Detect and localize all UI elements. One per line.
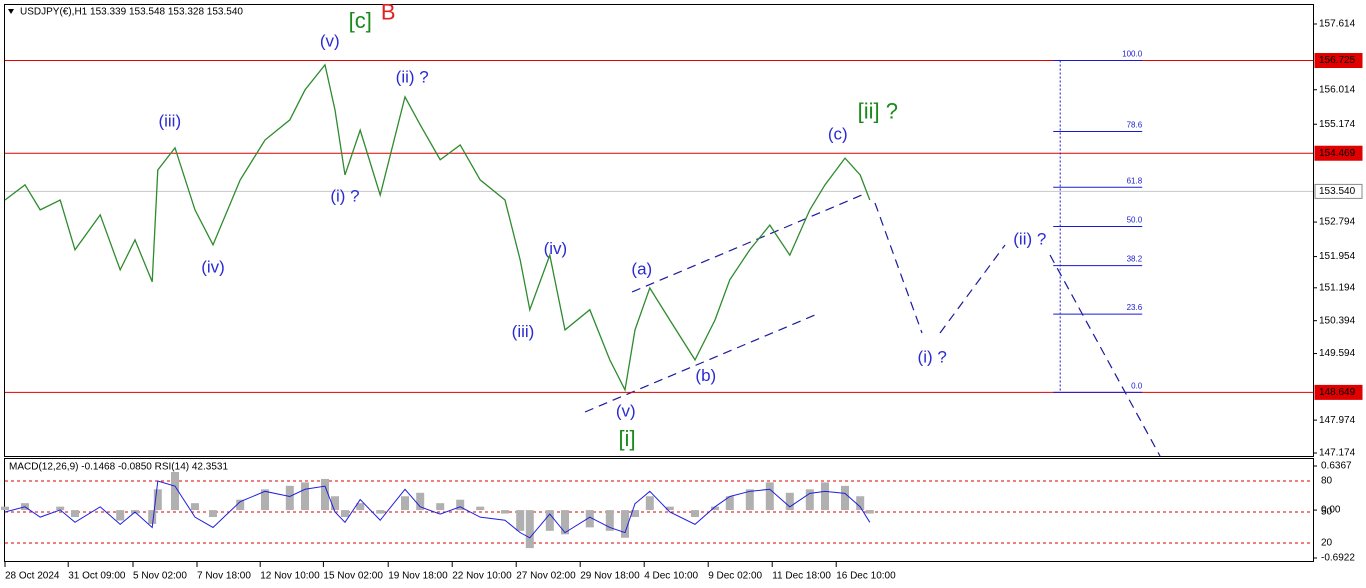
y-tick-label: 50 [1321,507,1333,518]
symbol-header: USDJPY(€),H1 153.339 153.548 153.328 153… [20,7,243,18]
x-tick-label: 11 Dec 18:00 [772,571,831,582]
price-line [4,63,871,392]
wave-label: (iii) [512,322,535,341]
level-label: 154.469 [1319,148,1356,159]
fib-label: 61.8 [1127,176,1143,185]
y-tick-label: 151.194 [1319,282,1356,293]
y2-tick-label: 0.00 [1321,505,1341,516]
y-tick-label: 155.174 [1319,119,1356,130]
y-tick-label: 152.794 [1319,217,1356,228]
y-tick-label: 150.394 [1319,315,1356,326]
level-box [1314,145,1363,161]
wave-label: (iv) [544,239,568,258]
x-tick-label: 9 Dec 02:00 [708,571,762,582]
wave-lines [584,194,1161,457]
level-box [1314,53,1363,69]
wave-label: [ii] ? [858,99,898,124]
wave-label: (i) ? [330,187,359,206]
wave-label: (iv) [201,257,225,276]
x-tick-label: 31 Oct 09:00 [68,571,126,582]
y-tick-label: 157.614 [1319,19,1356,30]
x-tick-label: 12 Nov 10:00 [260,571,320,582]
x-tick-label: 19 Nov 18:00 [388,571,448,582]
level-label: 156.725 [1319,55,1356,66]
wave-label: (a) [631,259,652,278]
fib-label: 100.0 [1122,50,1143,59]
menu-triangle [8,9,14,14]
y2-tick-label: 0.6367 [1321,461,1352,472]
wave-label: [i] [618,426,635,451]
x-tick-label: 22 Nov 10:00 [452,571,512,582]
x-tick-label: 16 Dec 10:00 [836,571,896,582]
fib-label: 78.6 [1127,121,1143,130]
channel-lower [584,314,816,413]
price-frame [4,4,1314,457]
wave-label: (iii) [158,111,181,130]
projection [939,244,1006,334]
projection [1049,254,1161,457]
y-tick-label: 151.954 [1319,251,1356,262]
level-label: 148.649 [1319,387,1356,398]
wave-label: (v) [320,31,340,50]
y-tick-label: 147.974 [1319,415,1356,426]
x-tick-label: 15 Nov 02:00 [323,571,383,582]
x-tick-label: 29 Nov 18:00 [580,571,640,582]
level-box [1314,183,1363,199]
x-tick-label: 4 Dec 10:00 [644,571,698,582]
fib-label: 23.6 [1127,303,1143,312]
y-tick-label: 20 [1321,538,1333,549]
y2-tick-label: -0.6922 [1321,553,1355,564]
fib-label: 38.2 [1127,255,1143,264]
projection [874,202,923,334]
y-tick-label: 149.594 [1319,348,1356,359]
indicator-frame [4,458,1314,562]
x-tick-label: 27 Nov 02:00 [516,571,576,582]
wave-label: (ii) ? [1013,229,1046,248]
indicator-title: MACD(12,26,9) -0.1468 -0.0850 RSI(14) 42… [9,462,228,473]
level-box [1314,384,1363,400]
wave-label: B [381,0,396,25]
wave-label: (c) [828,125,848,144]
wave-label: (ii) ? [396,67,429,86]
wave-label: [c] [349,8,372,33]
wave-label: (b) [695,366,716,385]
rsi-line [4,480,871,539]
x-tick-label: 5 Nov 02:00 [133,571,187,582]
fib-label: 0.0 [1131,381,1143,390]
wave-label: (i) ? [918,347,947,366]
x-tick-label: 28 Oct 2024 [5,571,60,582]
y-tick-label: 156.014 [1319,84,1356,95]
level-label: 153.540 [1319,186,1356,197]
y-tick-label: 80 [1321,476,1333,487]
wave-label: (v) [616,402,636,421]
x-tick-label: 7 Nov 18:00 [197,571,251,582]
y-tick-label: 147.174 [1319,448,1356,459]
channel-upper [631,194,863,293]
fib-label: 50.0 [1127,216,1143,225]
